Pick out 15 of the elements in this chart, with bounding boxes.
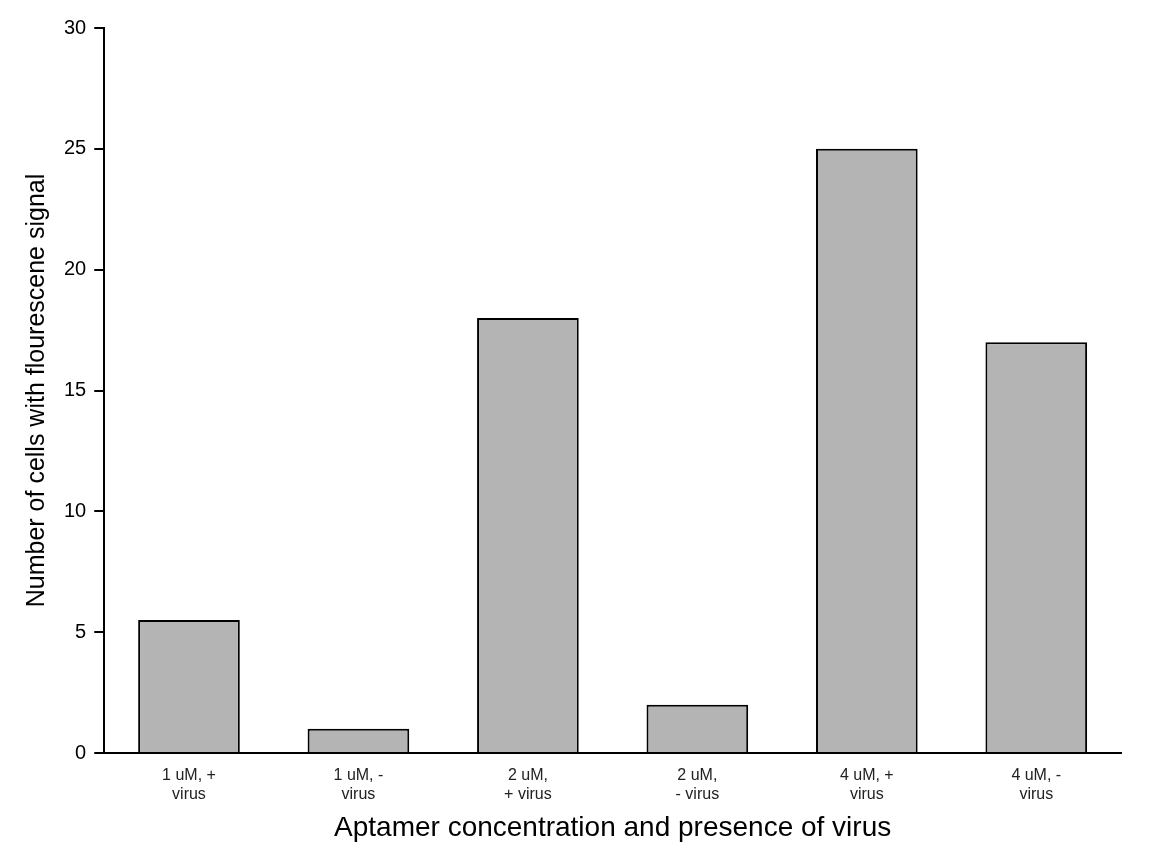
x-tick-label: 1 uM, - virus	[333, 766, 384, 803]
y-tick-label: 15	[64, 378, 87, 401]
y-tick-label: 25	[64, 136, 87, 159]
x-axis-title: Aptamer concentration and presence of virus	[334, 810, 892, 842]
y-tick-label: 30	[64, 15, 87, 38]
y-axis-title: Number of cells with flourescene signal	[20, 173, 49, 608]
y-tick-label: 0	[75, 740, 87, 763]
x-tick-label: 1 uM, + virus	[162, 766, 216, 803]
y-tick-label: 20	[64, 257, 87, 280]
x-tick-label: 2 uM, + virus	[504, 766, 552, 803]
y-tick-label: 10	[64, 498, 87, 521]
x-tick-label: 2 uM, - virus	[675, 766, 720, 803]
y-tick-label: 5	[75, 619, 87, 642]
x-tick-label: 4 uM, - virus	[1011, 766, 1062, 803]
x-tick-label: 4 uM, + virus	[839, 766, 894, 803]
